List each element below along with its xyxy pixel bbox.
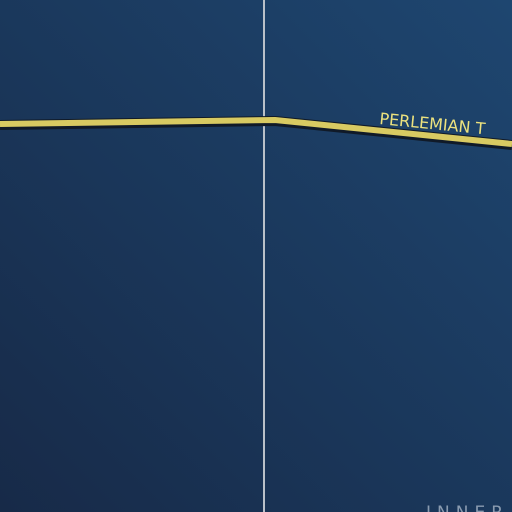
region-label: INNER [426, 503, 509, 512]
trade-route [0, 117, 512, 147]
